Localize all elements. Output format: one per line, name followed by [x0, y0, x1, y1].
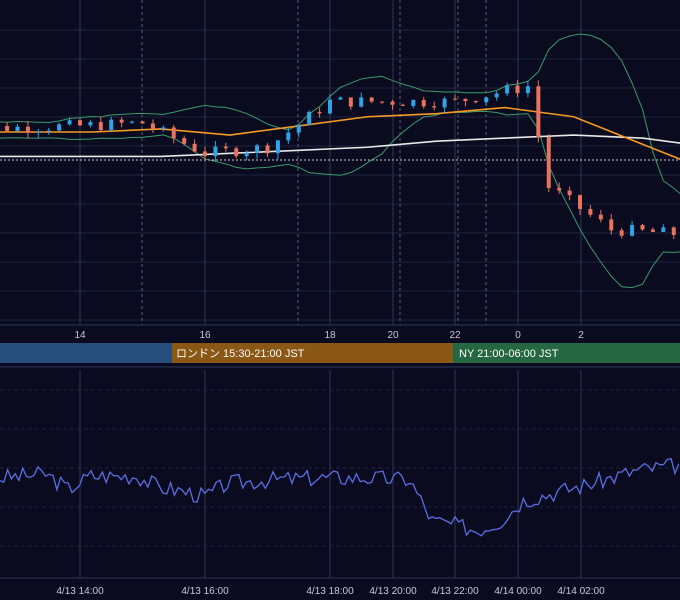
- session-ny: [453, 343, 680, 363]
- candle-body: [78, 120, 82, 126]
- candle-body: [390, 101, 395, 105]
- candle-body: [640, 224, 645, 230]
- candle-body: [161, 127, 166, 130]
- candle-body: [171, 127, 176, 139]
- candle-body: [400, 104, 405, 106]
- candle-body: [36, 131, 41, 133]
- session-band: ロンドン 15:30-21:00 JST NY 21:00-06:00 JST: [0, 343, 680, 363]
- candle-body: [348, 97, 353, 107]
- candle-body: [109, 119, 114, 131]
- oscillator-axis-tick: 4/13 22:00: [431, 586, 479, 597]
- session-tokyo: [0, 343, 172, 363]
- candle-body: [546, 137, 551, 188]
- candle-body: [515, 85, 520, 94]
- candle-body: [609, 219, 614, 231]
- candle-body: [661, 227, 666, 232]
- candle-body: [88, 122, 93, 126]
- session-ny-label: NY 21:00-06:00 JST: [459, 348, 559, 360]
- price-pane[interactable]: [0, 0, 680, 325]
- candle-body: [98, 122, 103, 131]
- candle-body: [484, 97, 489, 103]
- oscillator-axis-tick: 4/13 16:00: [181, 586, 229, 597]
- candle-body: [255, 145, 260, 153]
- candle-body: [223, 146, 228, 149]
- candle-body: [317, 111, 322, 114]
- candle-body: [525, 86, 530, 94]
- candle-body: [369, 97, 374, 102]
- candle-body: [5, 126, 10, 131]
- candle-body: [328, 99, 332, 114]
- price-axis-tick: 0: [515, 330, 521, 341]
- candle-body: [150, 123, 155, 130]
- candle-body: [432, 106, 437, 108]
- session-london-label: ロンドン 15:30-21:00 JST: [176, 348, 305, 360]
- candle-body: [588, 208, 593, 215]
- oscillator-pane[interactable]: [0, 370, 680, 578]
- price-axis: 14 16 18 20 22 0 2: [0, 324, 680, 341]
- price-axis-tick: 22: [449, 330, 461, 341]
- candle-body: [463, 98, 468, 102]
- candle-body: [557, 187, 562, 191]
- candle-body: [307, 111, 312, 125]
- candle-body: [630, 224, 635, 236]
- candle-body: [421, 99, 426, 107]
- price-axis-tick: 16: [199, 330, 211, 341]
- candle-body: [140, 121, 145, 124]
- ma-slow: [0, 134, 680, 158]
- candle-body: [119, 119, 124, 123]
- session-boundary-lines: [141, 0, 487, 325]
- price-axis-tick: 18: [324, 330, 336, 341]
- candle-body: [505, 85, 510, 94]
- candle-body: [578, 195, 582, 209]
- candle-body: [380, 101, 385, 103]
- price-axis-tick: 20: [387, 330, 399, 341]
- candle-body: [286, 132, 291, 141]
- candle-body: [473, 101, 478, 103]
- candle-body: [265, 145, 270, 154]
- candle-body: [619, 230, 624, 236]
- oscillator-axis-tick: 4/13 18:00: [306, 586, 354, 597]
- candle-body: [244, 152, 249, 157]
- candle-body: [494, 93, 499, 98]
- candle-body: [275, 140, 280, 154]
- oscillator-axis-tick: 4/14 02:00: [557, 586, 605, 597]
- candle-body: [359, 97, 364, 107]
- price-axis-tick: 2: [578, 330, 584, 341]
- candle-body: [192, 143, 197, 152]
- oscillator-grid: [0, 370, 680, 578]
- oscillator-axis-tick: 4/13 20:00: [369, 586, 417, 597]
- candle-body: [213, 146, 218, 157]
- candle-body: [15, 126, 20, 131]
- oscillator-axis: 4/13 14:00 4/13 16:00 4/13 18:00 4/13 20…: [0, 577, 680, 597]
- candle-body: [130, 121, 135, 123]
- candle-body: [296, 124, 301, 133]
- candle-body: [67, 120, 72, 125]
- candle-body: [25, 126, 30, 133]
- candle-body: [567, 190, 572, 196]
- session-london: [172, 343, 453, 363]
- candle-body: [442, 98, 447, 108]
- oscillator-line: [0, 457, 680, 537]
- candle-body: [598, 214, 603, 220]
- candlesticks: [5, 80, 676, 240]
- oscillator-axis-tick: 4/13 14:00: [56, 586, 104, 597]
- candle-body: [671, 227, 676, 236]
- candle-body: [411, 99, 416, 106]
- candle-body: [46, 130, 51, 132]
- price-axis-tick: 14: [74, 330, 86, 341]
- candle-body: [57, 124, 62, 131]
- bollinger-upper: [0, 33, 680, 195]
- candle-body: [453, 98, 457, 100]
- candle-body: [182, 138, 187, 144]
- candle-body: [203, 151, 207, 157]
- candle-body: [234, 148, 239, 157]
- oscillator-axis-tick: 4/14 00:00: [494, 586, 542, 597]
- candle-body: [536, 86, 541, 138]
- candle-body: [650, 229, 655, 232]
- candle-body: [338, 97, 343, 100]
